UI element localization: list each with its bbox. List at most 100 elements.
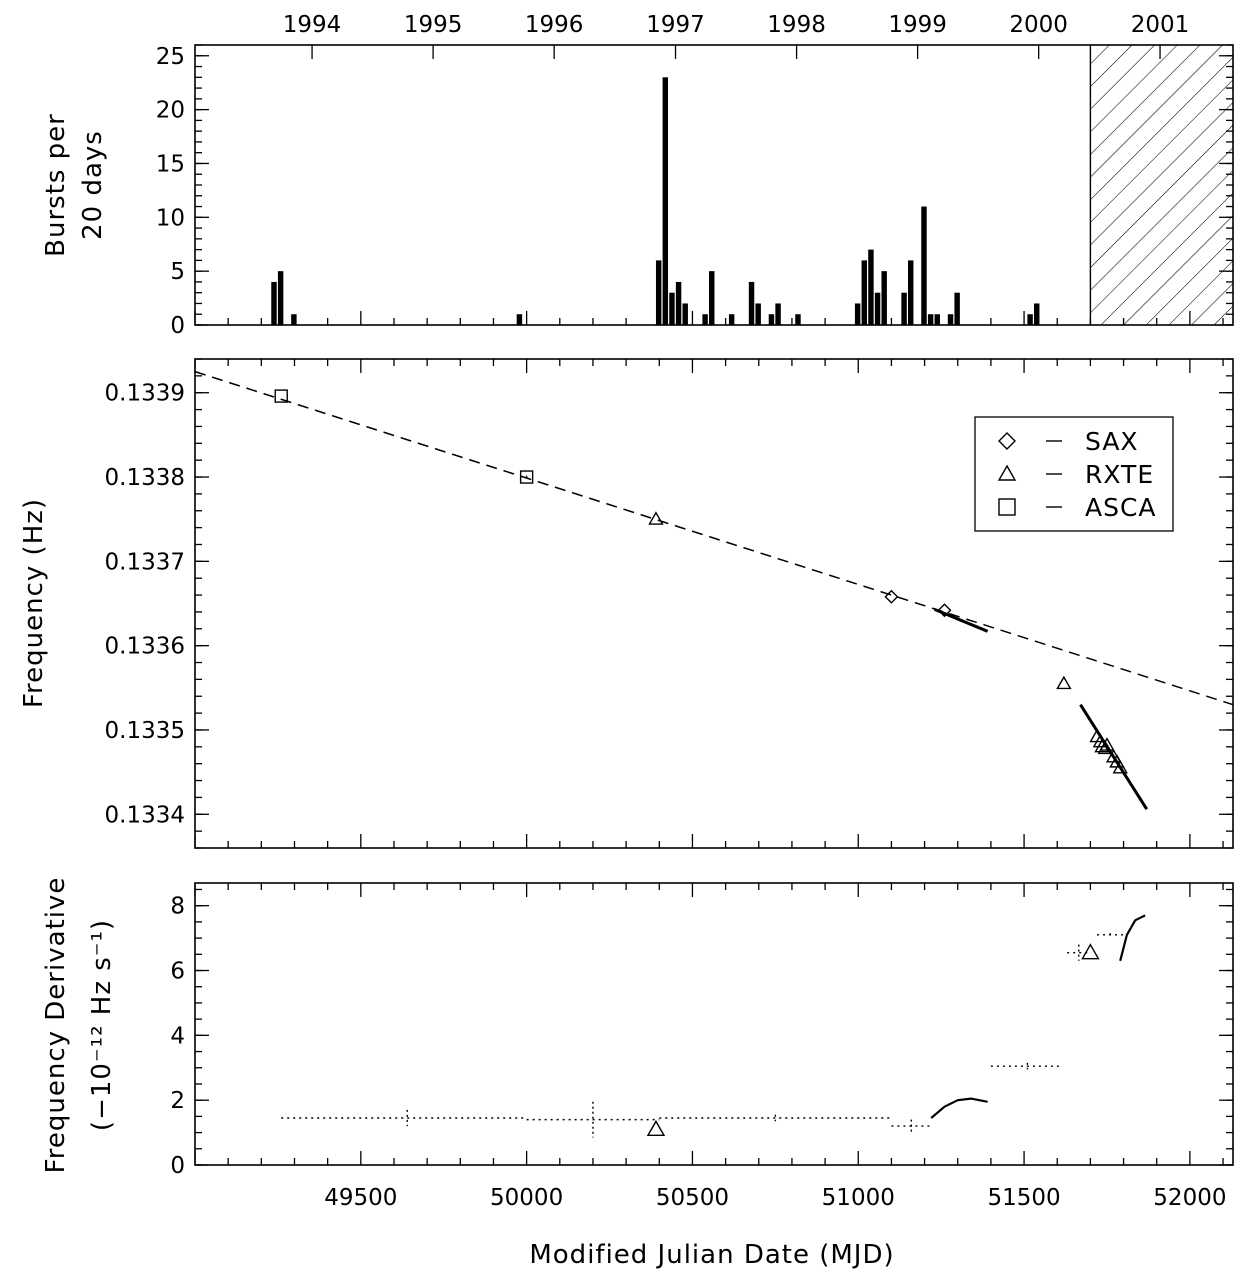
legend-marker-asca (998, 498, 1016, 516)
burst-bar (755, 303, 761, 325)
year-label: 1997 (646, 12, 705, 38)
burst-bar (901, 292, 907, 325)
solid-fit-line (1079, 703, 1149, 811)
derivative-curve (930, 1097, 988, 1119)
panel-top-ticks (194, 44, 1233, 326)
rxte-point (1099, 737, 1115, 751)
legend-label-rxte: RXTE (1085, 460, 1154, 489)
dashed-fit-line (194, 370, 1234, 706)
mid-ytick-label: 0.1337 (105, 549, 185, 575)
burst-bar (516, 314, 523, 325)
top-ytick-label: 20 (156, 98, 185, 124)
year-label: 1999 (888, 12, 947, 38)
rxte-point (1092, 733, 1109, 748)
legend-box (974, 416, 1174, 532)
sax-point (884, 589, 899, 604)
burst-bar (1034, 303, 1040, 325)
burst-bar (748, 281, 755, 325)
asca-point (274, 389, 288, 403)
burst-bar (277, 271, 284, 325)
burst-bar (775, 303, 781, 325)
year-label: 1994 (283, 12, 342, 38)
burst-bar (702, 314, 708, 325)
panel-mid-y-tick-labels: 0.1334 0.1335 0.1336 0.1337 0.1338 0.1339 (105, 381, 185, 829)
year-label: 1998 (767, 12, 826, 38)
frequency-fit-lines (194, 370, 1234, 811)
mid-ytick-label: 0.1338 (105, 465, 185, 491)
panel-top-ylabel-line1: Bursts per (41, 113, 71, 257)
hatched-region (1090, 45, 1233, 325)
burst-bar (1027, 314, 1033, 325)
panel-top-y-tick-labels: 0 5 10 15 20 25 (156, 44, 185, 339)
x-tick-labels: 49500 50000 50500 51000 51500 52000 (324, 1185, 1226, 1211)
legend-marker-rxte (997, 464, 1017, 481)
burst-bar (934, 314, 940, 325)
derivative-triangle (646, 1119, 666, 1137)
year-label: 1995 (404, 12, 463, 38)
burst-bar (768, 314, 775, 325)
x-tick-label: 51000 (822, 1185, 895, 1211)
panel-bot-ylabel-line2: (−10⁻¹² Hz s⁻¹) (87, 919, 117, 1131)
burst-bar (682, 303, 688, 325)
panel-bot-ticks (194, 883, 1233, 1166)
panel-bot-ylabel-line1: Frequency Derivative (41, 877, 71, 1174)
burst-bar (874, 292, 881, 325)
mid-ytick-label: 0.1335 (105, 718, 185, 744)
top-ytick-label: 25 (156, 44, 185, 70)
panel-bot-y-tick-labels: 0 2 4 6 8 (170, 894, 185, 1179)
burst-bar (728, 314, 735, 325)
burst-bar (947, 314, 954, 325)
bot-ytick-label: 0 (170, 1153, 185, 1179)
x-tick-label: 51500 (987, 1185, 1060, 1211)
derivative-curve (1119, 914, 1146, 962)
top-ytick-label: 0 (170, 313, 185, 339)
x-tick-label: 50500 (656, 1185, 729, 1211)
mid-ytick-label: 0.1334 (105, 802, 185, 828)
burst-bar (861, 260, 868, 325)
derivative-dotted-segments (281, 933, 1124, 1138)
burst-bar (795, 314, 801, 325)
legend: SAX RXTE ASCA (974, 416, 1174, 532)
derivative-triangles (646, 943, 1100, 1137)
bot-ytick-label: 6 (170, 959, 185, 985)
burst-bar (927, 314, 934, 325)
frequency-points (274, 389, 1128, 774)
rxte-point (1094, 738, 1110, 753)
bot-ytick-label: 2 (170, 1088, 185, 1114)
solid-fit-line (933, 608, 989, 633)
burst-bar (655, 260, 662, 325)
panel-frequency-derivative: 0 2 4 6 8 49500 50000 50500 51000 51500 52000 Fre… (41, 877, 1234, 1270)
bot-ytick-label: 4 (170, 1023, 185, 1049)
derivative-triangle (1081, 943, 1100, 960)
rxte-point (1112, 759, 1128, 774)
panel-frequency: 0.1334 0.1335 0.1336 0.1337 0.1338 0.1339 Fre… (19, 358, 1234, 849)
burst-bar (669, 292, 675, 325)
burst-bar (709, 271, 715, 325)
burst-bar (881, 271, 887, 325)
legend-marker-sax (998, 432, 1016, 450)
rxte-point (1056, 675, 1072, 690)
top-ytick-label: 10 (156, 205, 185, 231)
asca-point (519, 470, 534, 484)
derivative-solid-curves (930, 914, 1146, 1119)
burst-bar (921, 206, 927, 325)
year-label: 2001 (1131, 12, 1190, 38)
year-axis-labels: 1994 1995 1996 1997 1998 1999 2000 2001 (283, 12, 1190, 38)
year-label: 2000 (1009, 12, 1068, 38)
burst-bar (868, 249, 874, 325)
x-tick-label: 49500 (324, 1185, 397, 1211)
x-axis-label: Modified Julian Date (MJD) (529, 1240, 894, 1270)
panel-bursts: 0 5 10 15 20 25 1994 1995 1996 1997 1998 1999 2000 2… (41, 12, 1234, 339)
panel-mid-ticks (194, 358, 1233, 849)
top-ytick-label: 5 (170, 259, 185, 285)
burst-bar (954, 292, 960, 325)
mid-ytick-label: 0.1339 (105, 381, 185, 407)
panel-mid-ylabel: Frequency (Hz) (19, 498, 49, 708)
burst-bar (675, 281, 682, 325)
top-ytick-label: 15 (156, 151, 185, 177)
x-tick-label: 52000 (1153, 1185, 1226, 1211)
legend-label-asca: ASCA (1085, 493, 1157, 522)
burst-bars (271, 77, 1040, 325)
burst-bar (908, 260, 914, 325)
x-tick-label: 50000 (490, 1185, 563, 1211)
